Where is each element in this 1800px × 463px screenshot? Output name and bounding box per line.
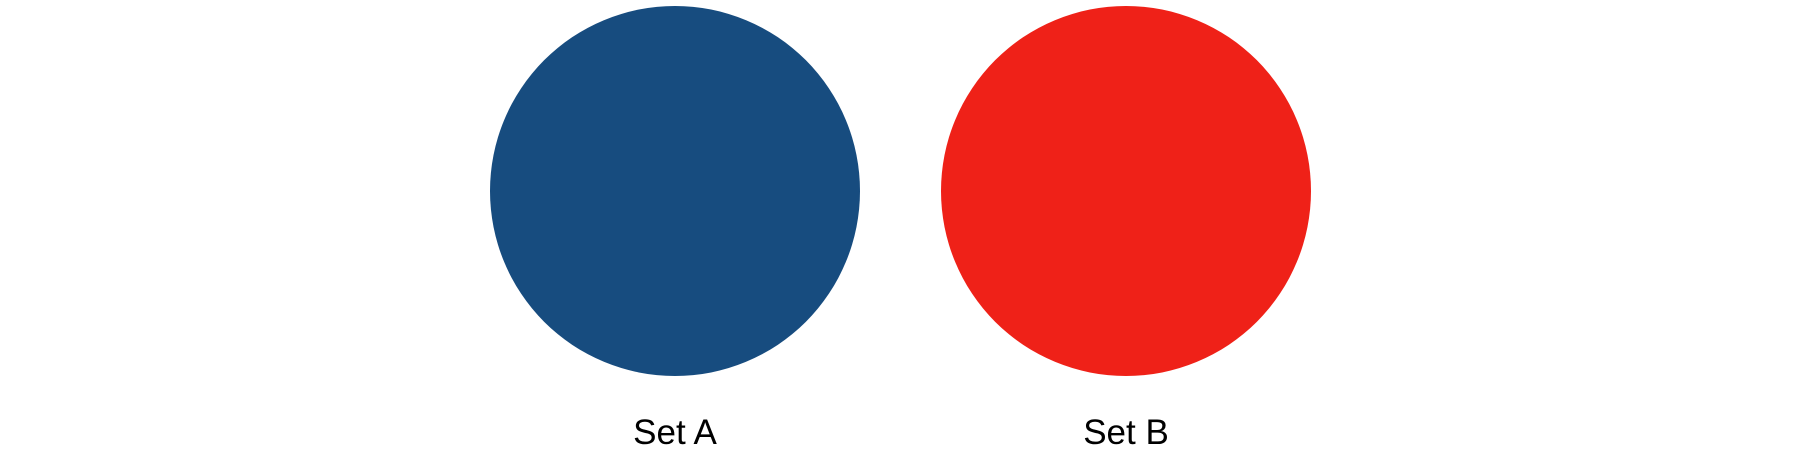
set-b-circle — [941, 6, 1311, 376]
set-a-label: Set A — [633, 413, 717, 452]
set-a: Set A — [475, 0, 875, 463]
set-b-label: Set B — [1083, 413, 1169, 452]
set-b: Set B — [926, 0, 1326, 463]
set-a-circle — [490, 6, 860, 376]
